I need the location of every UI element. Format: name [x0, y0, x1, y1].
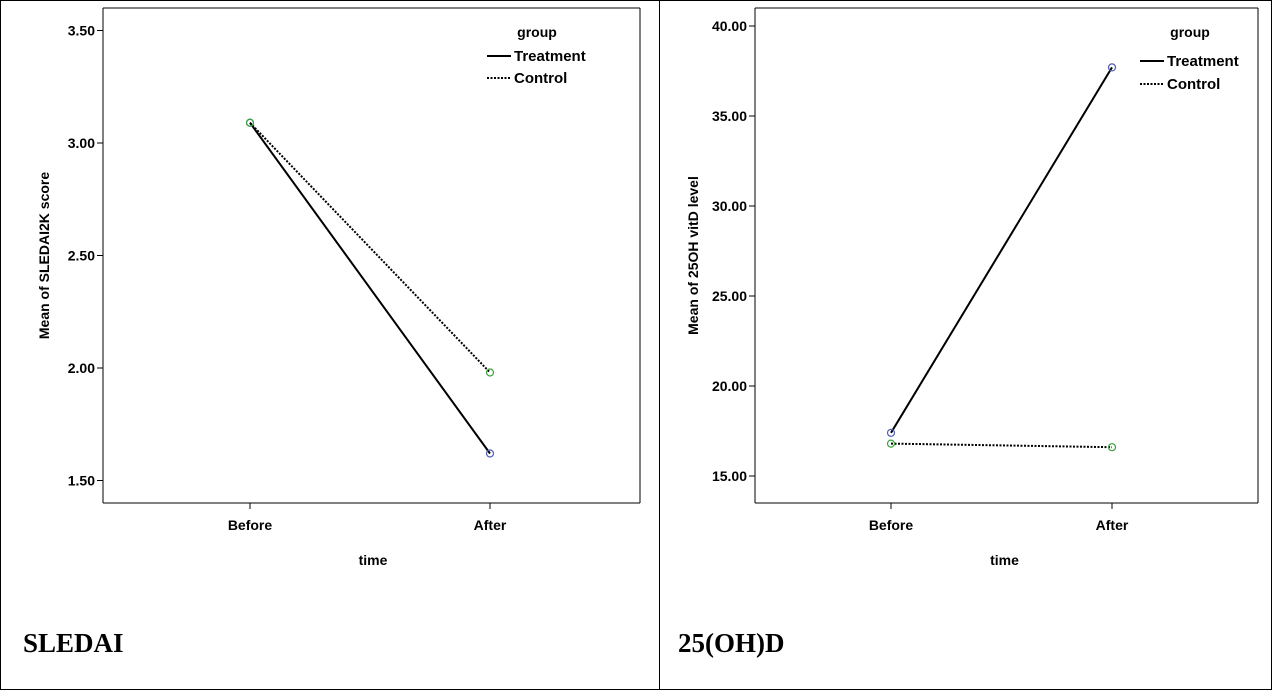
data-point-control: [245, 118, 255, 127]
y-tick-label: 1.50: [68, 473, 95, 489]
panel-divider: [659, 0, 660, 690]
x-axis-title: time: [359, 552, 388, 568]
series-line-treatment: [249, 122, 491, 455]
panel-25ohd: 15.00 20.00 25.00 30.00 35.00 40.00 Before Afte…: [660, 0, 1272, 690]
y-axis-title: Mean of SLEDAI2K score: [36, 172, 52, 339]
data-point-treatment: [1107, 63, 1117, 72]
series-line-control: [249, 122, 491, 374]
legend-label-control: Control: [514, 70, 567, 87]
y-tick-label: 15.00: [712, 468, 747, 484]
y-tick-label: 30.00: [712, 198, 747, 214]
y-tick-label: 3.50: [68, 23, 95, 39]
y-tick-label: 40.00: [712, 18, 747, 34]
chart-sledai: 1.50 2.00 2.50 3.00 3.50 Before After Mean of S…: [36, 7, 641, 568]
y-tick-label: 2.50: [68, 248, 95, 264]
data-point-treatment: [485, 449, 495, 458]
data-point-control: [485, 368, 495, 377]
y-tick-label: 35.00: [712, 108, 747, 124]
legend-title: group: [517, 24, 557, 40]
x-axis-title: time: [990, 552, 1019, 568]
x-tick-label: After: [1096, 517, 1129, 533]
y-tick-label: 2.00: [68, 360, 95, 376]
x-tick-label: Before: [869, 517, 914, 533]
y-tick-label: 3.00: [68, 135, 95, 151]
x-tick-label: After: [474, 517, 507, 533]
data-point-control: [886, 439, 896, 448]
y-tick-label: 25.00: [712, 288, 747, 304]
series-line-treatment: [890, 66, 1113, 434]
series-line-control: [890, 442, 1113, 449]
y-tick-label: 20.00: [712, 378, 747, 394]
data-point-control: [1107, 443, 1117, 452]
x-tick-label: Before: [228, 517, 273, 533]
caption-25ohd: 25(OH)D: [678, 628, 785, 658]
panel-sledai: 1.50 2.00 2.50 3.00 3.50 Before After Mean of S…: [23, 7, 641, 658]
chart-25ohd: 15.00 20.00 25.00 30.00 35.00 40.00 Before Afte…: [685, 7, 1259, 568]
data-point-treatment: [886, 428, 896, 437]
legend-label-treatment: Treatment: [1167, 53, 1239, 70]
legend-title: group: [1170, 24, 1210, 40]
caption-sledai: SLEDAI: [23, 628, 124, 658]
y-axis-title: Mean of 25OH vitD level: [685, 176, 701, 335]
legend-label-control: Control: [1167, 76, 1220, 93]
legend-label-treatment: Treatment: [514, 48, 586, 65]
